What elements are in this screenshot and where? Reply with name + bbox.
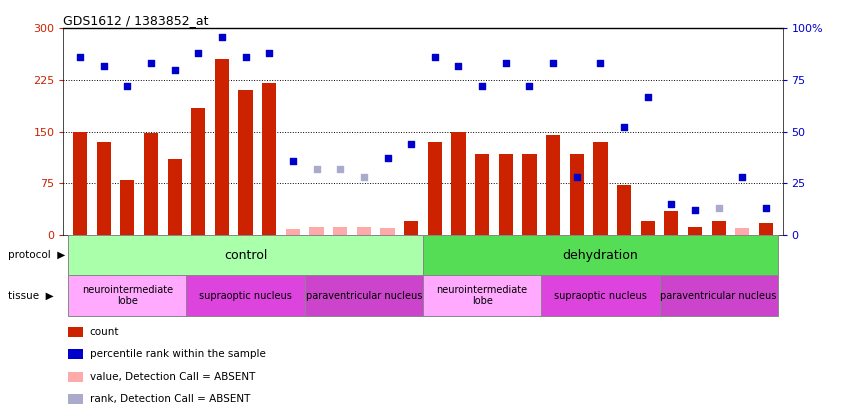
- Bar: [404, 221, 418, 235]
- Bar: [186, 275, 305, 316]
- Bar: [191, 108, 206, 235]
- Bar: [310, 227, 324, 235]
- Point: [97, 62, 111, 69]
- Bar: [711, 221, 726, 235]
- Bar: [381, 228, 394, 235]
- Bar: [498, 153, 513, 235]
- Point: [357, 174, 371, 180]
- Point: [381, 155, 394, 162]
- Bar: [735, 228, 750, 235]
- Bar: [69, 275, 186, 316]
- Point: [74, 54, 87, 60]
- Bar: [168, 159, 182, 235]
- Bar: [452, 132, 465, 235]
- Bar: [660, 275, 777, 316]
- Text: dehydration: dehydration: [563, 249, 638, 262]
- Text: paraventricular nucleus: paraventricular nucleus: [305, 291, 422, 301]
- Point: [333, 166, 347, 172]
- Text: protocol  ▶: protocol ▶: [8, 250, 66, 260]
- Text: tissue  ▶: tissue ▶: [8, 291, 54, 301]
- Text: supraoptic nucleus: supraoptic nucleus: [554, 291, 647, 301]
- Bar: [262, 83, 277, 235]
- Bar: [96, 142, 111, 235]
- Bar: [569, 153, 584, 235]
- Point: [452, 62, 465, 69]
- Point: [689, 207, 702, 213]
- Bar: [239, 90, 253, 235]
- Bar: [593, 142, 607, 235]
- Point: [712, 205, 726, 211]
- Text: neurointermediate
lobe: neurointermediate lobe: [437, 285, 528, 307]
- Point: [120, 83, 134, 90]
- Bar: [688, 227, 702, 235]
- Bar: [333, 227, 348, 235]
- Bar: [546, 135, 560, 235]
- Point: [735, 174, 749, 180]
- Text: value, Detection Call = ABSENT: value, Detection Call = ABSENT: [90, 372, 255, 382]
- Text: GDS1612 / 1383852_at: GDS1612 / 1383852_at: [63, 14, 209, 27]
- Bar: [120, 180, 135, 235]
- Text: control: control: [224, 249, 267, 262]
- Point: [594, 60, 607, 67]
- Point: [641, 93, 655, 100]
- Bar: [357, 227, 371, 235]
- Bar: [73, 132, 87, 235]
- Text: count: count: [90, 327, 119, 337]
- Point: [547, 60, 560, 67]
- Point: [404, 141, 418, 147]
- Point: [310, 166, 323, 172]
- Bar: [640, 221, 655, 235]
- Bar: [759, 222, 773, 235]
- Point: [665, 201, 678, 207]
- Point: [499, 60, 513, 67]
- Point: [262, 50, 276, 56]
- Bar: [541, 275, 660, 316]
- Point: [239, 54, 252, 60]
- Bar: [305, 275, 423, 316]
- Point: [215, 33, 228, 40]
- Bar: [286, 229, 300, 235]
- Point: [144, 60, 157, 67]
- Text: supraoptic nucleus: supraoptic nucleus: [199, 291, 292, 301]
- Text: percentile rank within the sample: percentile rank within the sample: [90, 350, 266, 359]
- Bar: [215, 59, 229, 235]
- Bar: [522, 153, 536, 235]
- Bar: [664, 211, 678, 235]
- Text: rank, Detection Call = ABSENT: rank, Detection Call = ABSENT: [90, 394, 250, 404]
- Point: [618, 124, 631, 131]
- Bar: [617, 185, 631, 235]
- Bar: [475, 153, 489, 235]
- Point: [759, 205, 772, 211]
- Bar: [423, 275, 541, 316]
- Point: [570, 174, 584, 180]
- Bar: [423, 235, 777, 275]
- Point: [168, 66, 181, 73]
- Bar: [69, 235, 423, 275]
- Bar: [428, 142, 442, 235]
- Point: [475, 83, 489, 90]
- Point: [428, 54, 442, 60]
- Bar: [144, 133, 158, 235]
- Text: paraventricular nucleus: paraventricular nucleus: [661, 291, 777, 301]
- Point: [286, 157, 299, 164]
- Text: neurointermediate
lobe: neurointermediate lobe: [82, 285, 173, 307]
- Point: [191, 50, 205, 56]
- Point: [523, 83, 536, 90]
